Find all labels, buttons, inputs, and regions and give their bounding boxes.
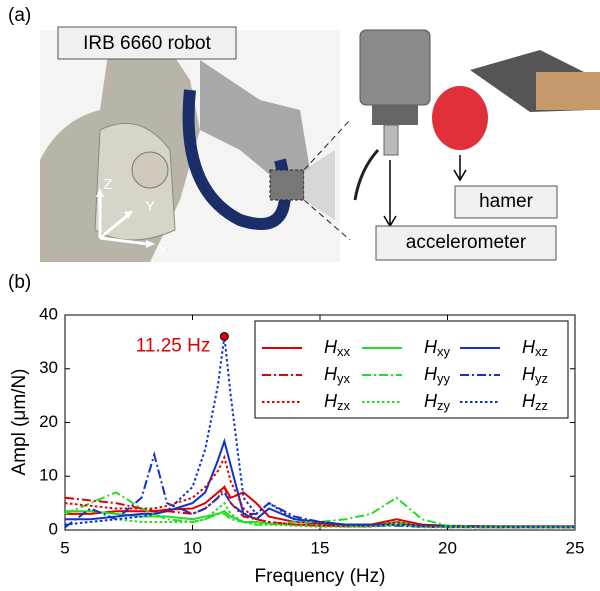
series-line [64, 454, 575, 529]
panel-label: (a) [8, 5, 31, 26]
x-axis-title: Frequency (Hz) [255, 566, 386, 587]
legend-label: Hyz [522, 364, 548, 387]
axis-label: X [158, 243, 168, 260]
legend-label: Hzx [324, 391, 351, 414]
y-tick-label: 0 [49, 519, 58, 538]
label-box [57, 26, 237, 60]
legend-label: Hxz [522, 337, 548, 360]
series-line [65, 437, 575, 528]
hammer-label: hamer [479, 191, 534, 212]
legend-label: Hzz [522, 391, 548, 414]
legend-box [254, 320, 569, 419]
spindle-photo [353, 29, 600, 228]
x-tick-label: 15 [311, 538, 330, 557]
legend-label: Hyy [424, 364, 451, 387]
series-line [64, 491, 576, 529]
y-tick-label: 10 [39, 466, 58, 485]
y-tick-label: 30 [39, 358, 58, 377]
x-tick-label: 10 [183, 538, 202, 557]
legend-label: Hzy [424, 391, 451, 414]
series-line [64, 451, 575, 529]
peak-label: 11.25 Hz [136, 336, 211, 357]
x-tick-label: 5 [60, 538, 69, 557]
panel-label: (b) [8, 272, 31, 293]
label-box [454, 185, 558, 219]
y-tick-label: 20 [39, 412, 58, 431]
legend-label: Hxx [324, 337, 351, 360]
sensor-label: accelerometer [406, 232, 527, 253]
axis-label: Y [145, 198, 155, 215]
peak-marker [219, 332, 229, 341]
legend-label: Hyx [324, 364, 351, 387]
robot-label: IRB 6660 robot [83, 33, 212, 54]
y-tick-label: 40 [39, 304, 58, 323]
axis-label: Z [103, 176, 112, 193]
robot-photo [40, 30, 351, 262]
label-box [375, 225, 557, 261]
x-tick-label: 25 [566, 538, 585, 557]
x-tick-label: 20 [438, 538, 457, 557]
legend-label: Hxy [424, 337, 451, 360]
series-line [64, 501, 575, 529]
y-axis-title: Ampl (μm/N) [9, 369, 30, 476]
series-line [65, 485, 575, 528]
series-line [64, 336, 576, 529]
